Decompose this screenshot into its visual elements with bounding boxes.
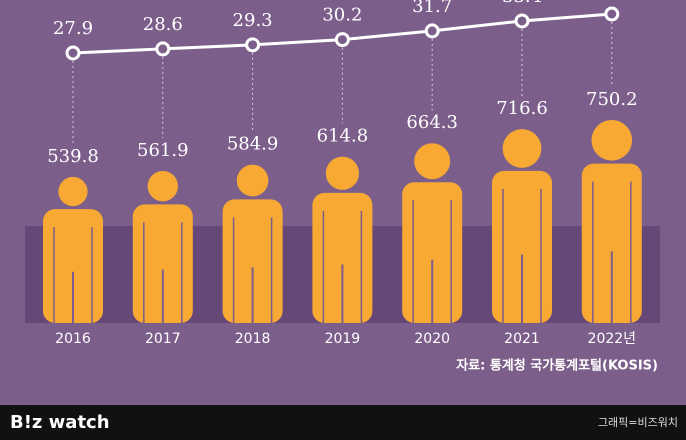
brand: B!z watch <box>10 412 110 433</box>
credit: 그래픽=비즈워치 <box>598 416 678 429</box>
data-label: 539.8 <box>47 146 99 167</box>
line-point <box>424 23 440 39</box>
data-label: 561.9 <box>137 140 189 161</box>
line-point <box>514 13 530 29</box>
data-label: 33.4 <box>502 0 542 7</box>
person-head <box>591 119 633 161</box>
person-head <box>414 143 451 180</box>
person <box>312 156 373 323</box>
data-label: 28.6 <box>143 14 183 35</box>
data-label: 584.9 <box>227 134 279 155</box>
line-point <box>334 32 350 48</box>
line-point <box>65 45 81 61</box>
x-tick-label: 2019 <box>325 331 361 347</box>
x-tick-label: 2020 <box>414 331 450 347</box>
person <box>402 143 463 323</box>
x-tick-label: 2017 <box>145 331 181 347</box>
plot: 2016 2017 2018 2019 2020 2021 2022년 539.8 561.9 5… <box>43 0 642 347</box>
person-head <box>502 129 542 168</box>
person-head <box>325 156 360 190</box>
source: 자료: 통계청 국가통계포털(KOSIS) <box>456 358 658 374</box>
person-body <box>132 204 193 323</box>
person-body <box>402 182 463 323</box>
person-body <box>43 209 103 323</box>
footer-bar <box>0 405 686 440</box>
line-point <box>155 41 171 57</box>
person <box>222 164 283 323</box>
person-body <box>312 192 373 323</box>
person <box>581 119 642 323</box>
person <box>492 129 552 323</box>
data-label: 27.9 <box>53 18 93 39</box>
person-head <box>236 164 269 197</box>
x-tick-label: 2016 <box>55 331 91 347</box>
data-label: 664.3 <box>406 112 458 133</box>
person-head <box>147 170 179 202</box>
person-body <box>581 163 642 323</box>
line-point <box>245 37 261 53</box>
line-point <box>604 6 620 22</box>
x-tick-label: 2018 <box>235 331 271 347</box>
person <box>43 176 103 323</box>
data-label: 750.2 <box>586 89 638 110</box>
person <box>132 170 193 323</box>
data-label: 29.3 <box>233 10 273 31</box>
data-label: 31.7 <box>412 0 452 17</box>
x-tick-label: 2021 <box>504 331 540 347</box>
person-body <box>222 199 283 323</box>
data-label: 614.8 <box>317 126 369 147</box>
person-body <box>492 170 552 323</box>
data-label: 716.6 <box>496 98 548 119</box>
data-label: 30.2 <box>322 5 362 26</box>
person-head <box>58 176 88 207</box>
x-tick-label: 2022년 <box>588 331 637 347</box>
